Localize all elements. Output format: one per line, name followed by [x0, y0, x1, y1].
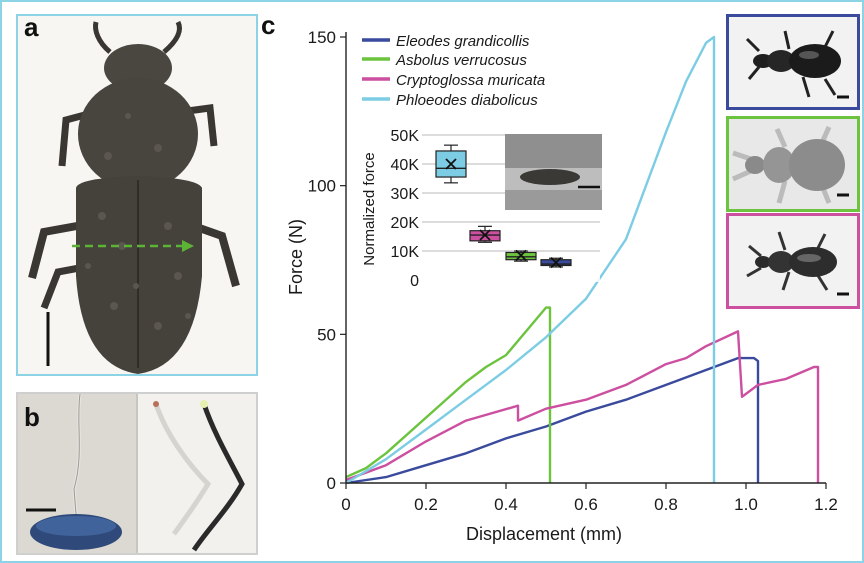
y-tick-label: 50	[317, 325, 336, 344]
series-line-phloeodes	[345, 35, 716, 485]
box-mean-marker	[515, 249, 527, 261]
x-tick-label: 0.4	[494, 495, 518, 514]
y-tick-label: 100	[308, 177, 336, 196]
cryptoglossa-thumbnail	[726, 213, 860, 309]
box-mean-marker	[550, 256, 562, 269]
series-line-asbolus	[345, 306, 552, 483]
inset-y-axis-label: Normalized force	[361, 152, 378, 265]
box-asbolus	[505, 249, 537, 262]
legend-label-asbolus: Asbolus verrucosus	[395, 52, 527, 69]
inset-y-tick-label: 0	[410, 273, 419, 290]
box-mean-marker	[479, 229, 491, 241]
y-axis-label: Force (N)	[286, 219, 306, 295]
legend-label-phloeodes: Phloeodes diabolicus	[396, 92, 538, 109]
y-tick-label: 150	[308, 28, 336, 47]
elytra-bending-photo	[18, 393, 256, 553]
x-tick-label: 0.6	[574, 495, 598, 514]
x-tick-label: 0	[341, 495, 350, 514]
compression-test-photo	[505, 134, 602, 210]
asbolus-thumbnail	[726, 116, 860, 212]
box-eleodes	[540, 256, 572, 269]
inset-y-tick-label: 50K	[391, 128, 420, 145]
x-axis-label: Displacement (mm)	[466, 524, 622, 544]
inset-y-tick-label: 30K	[391, 186, 420, 203]
x-tick-label: 1.2	[814, 495, 838, 514]
series-line-cryptoglossa	[345, 330, 820, 483]
series-line-eleodes	[345, 356, 760, 485]
inset-normalized-force-boxplot: 0 10K 20K 30K 40K 50K Normalized force	[361, 128, 602, 290]
chart-legend: Eleodes grandicollis Asbolus verrucosus …	[362, 33, 545, 109]
legend-label-cryptoglossa: Cryptoglossa muricata	[396, 72, 545, 89]
eleodes-thumbnail	[726, 14, 860, 110]
inset-y-tick-label: 40K	[391, 157, 420, 174]
legend-label-eleodes: Eleodes grandicollis	[396, 33, 530, 50]
panel-label-a: a	[24, 12, 39, 42]
panel-label-b: b	[24, 402, 40, 432]
panel-a-photo	[16, 14, 258, 376]
inset-y-tick-label: 20K	[391, 215, 420, 232]
x-tick-label: 0.2	[414, 495, 438, 514]
box-phloeodes	[435, 144, 467, 184]
panel-label-c: c	[261, 10, 276, 40]
x-tick-label: 1.0	[734, 495, 758, 514]
beetle-dorsal-photo	[28, 20, 240, 374]
box-mean-marker	[445, 158, 457, 170]
x-tick-label: 0.8	[654, 495, 678, 514]
box-cryptoglossa	[469, 225, 501, 243]
inset-y-tick-label: 10K	[391, 244, 420, 261]
y-tick-label: 0	[327, 474, 336, 493]
panel-b-photo	[16, 392, 258, 555]
